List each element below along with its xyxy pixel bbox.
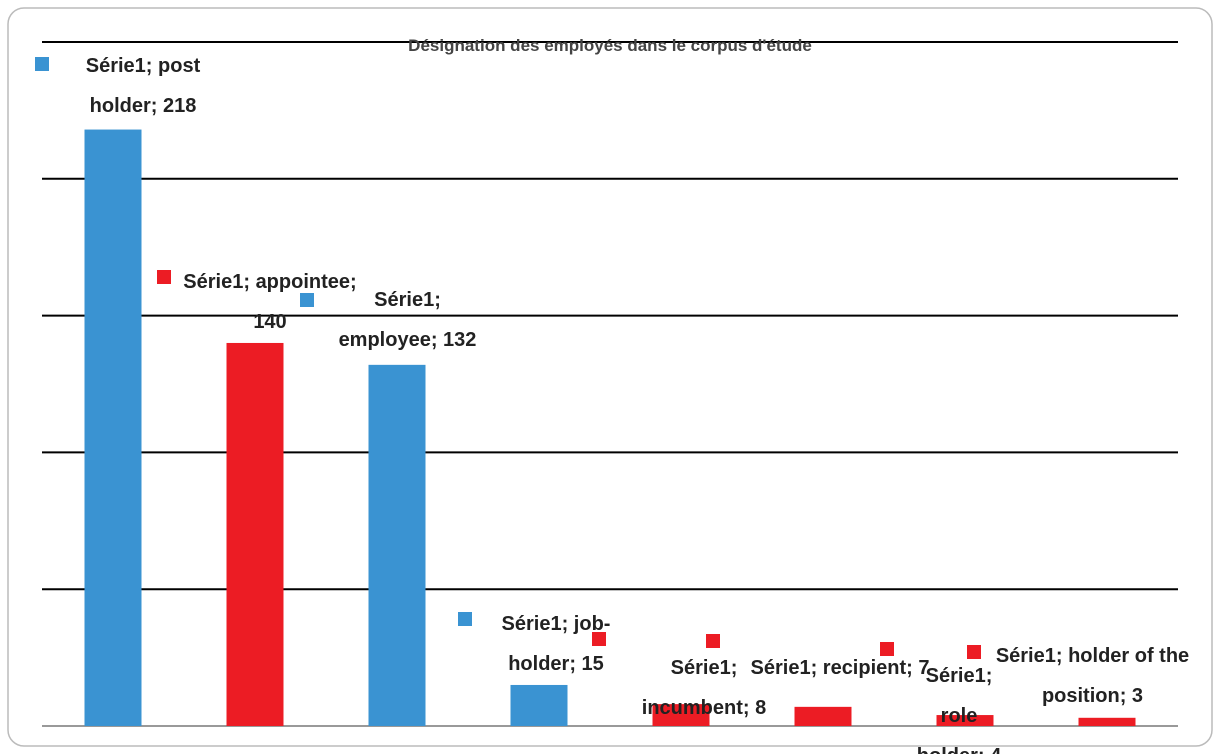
legend-key <box>300 293 314 307</box>
data-label: Série1; employee; 132 <box>338 289 477 351</box>
data-label: Série1; post holder; 218 <box>85 55 201 117</box>
bar <box>226 342 284 726</box>
bar <box>1078 717 1136 726</box>
bar <box>84 129 142 726</box>
data-label: Série1; role holder; 4 <box>917 665 1001 754</box>
chart-frame <box>7 7 1213 747</box>
data-label: Série1; job-holder; 15 <box>501 613 611 675</box>
legend-key <box>592 632 606 646</box>
legend-key <box>458 612 472 626</box>
data-label: Série1; appointee; 140 <box>183 271 357 333</box>
data-label: Série1; recipient; 7 <box>750 657 930 679</box>
data-label: Série1; holder of the position; 3 <box>995 645 1190 707</box>
chart-title: Désignation des employés dans le corpus … <box>408 36 812 55</box>
bar <box>794 706 852 726</box>
legend-key <box>706 634 720 648</box>
bar <box>936 715 994 726</box>
legend-key <box>967 645 981 659</box>
bar <box>368 364 426 726</box>
legend-key <box>880 642 894 656</box>
bar <box>652 704 710 726</box>
legend-key <box>157 270 171 284</box>
data-label: Série1; incumbent; 8 <box>641 657 767 719</box>
legend-key <box>35 57 49 71</box>
bar <box>510 684 568 726</box>
